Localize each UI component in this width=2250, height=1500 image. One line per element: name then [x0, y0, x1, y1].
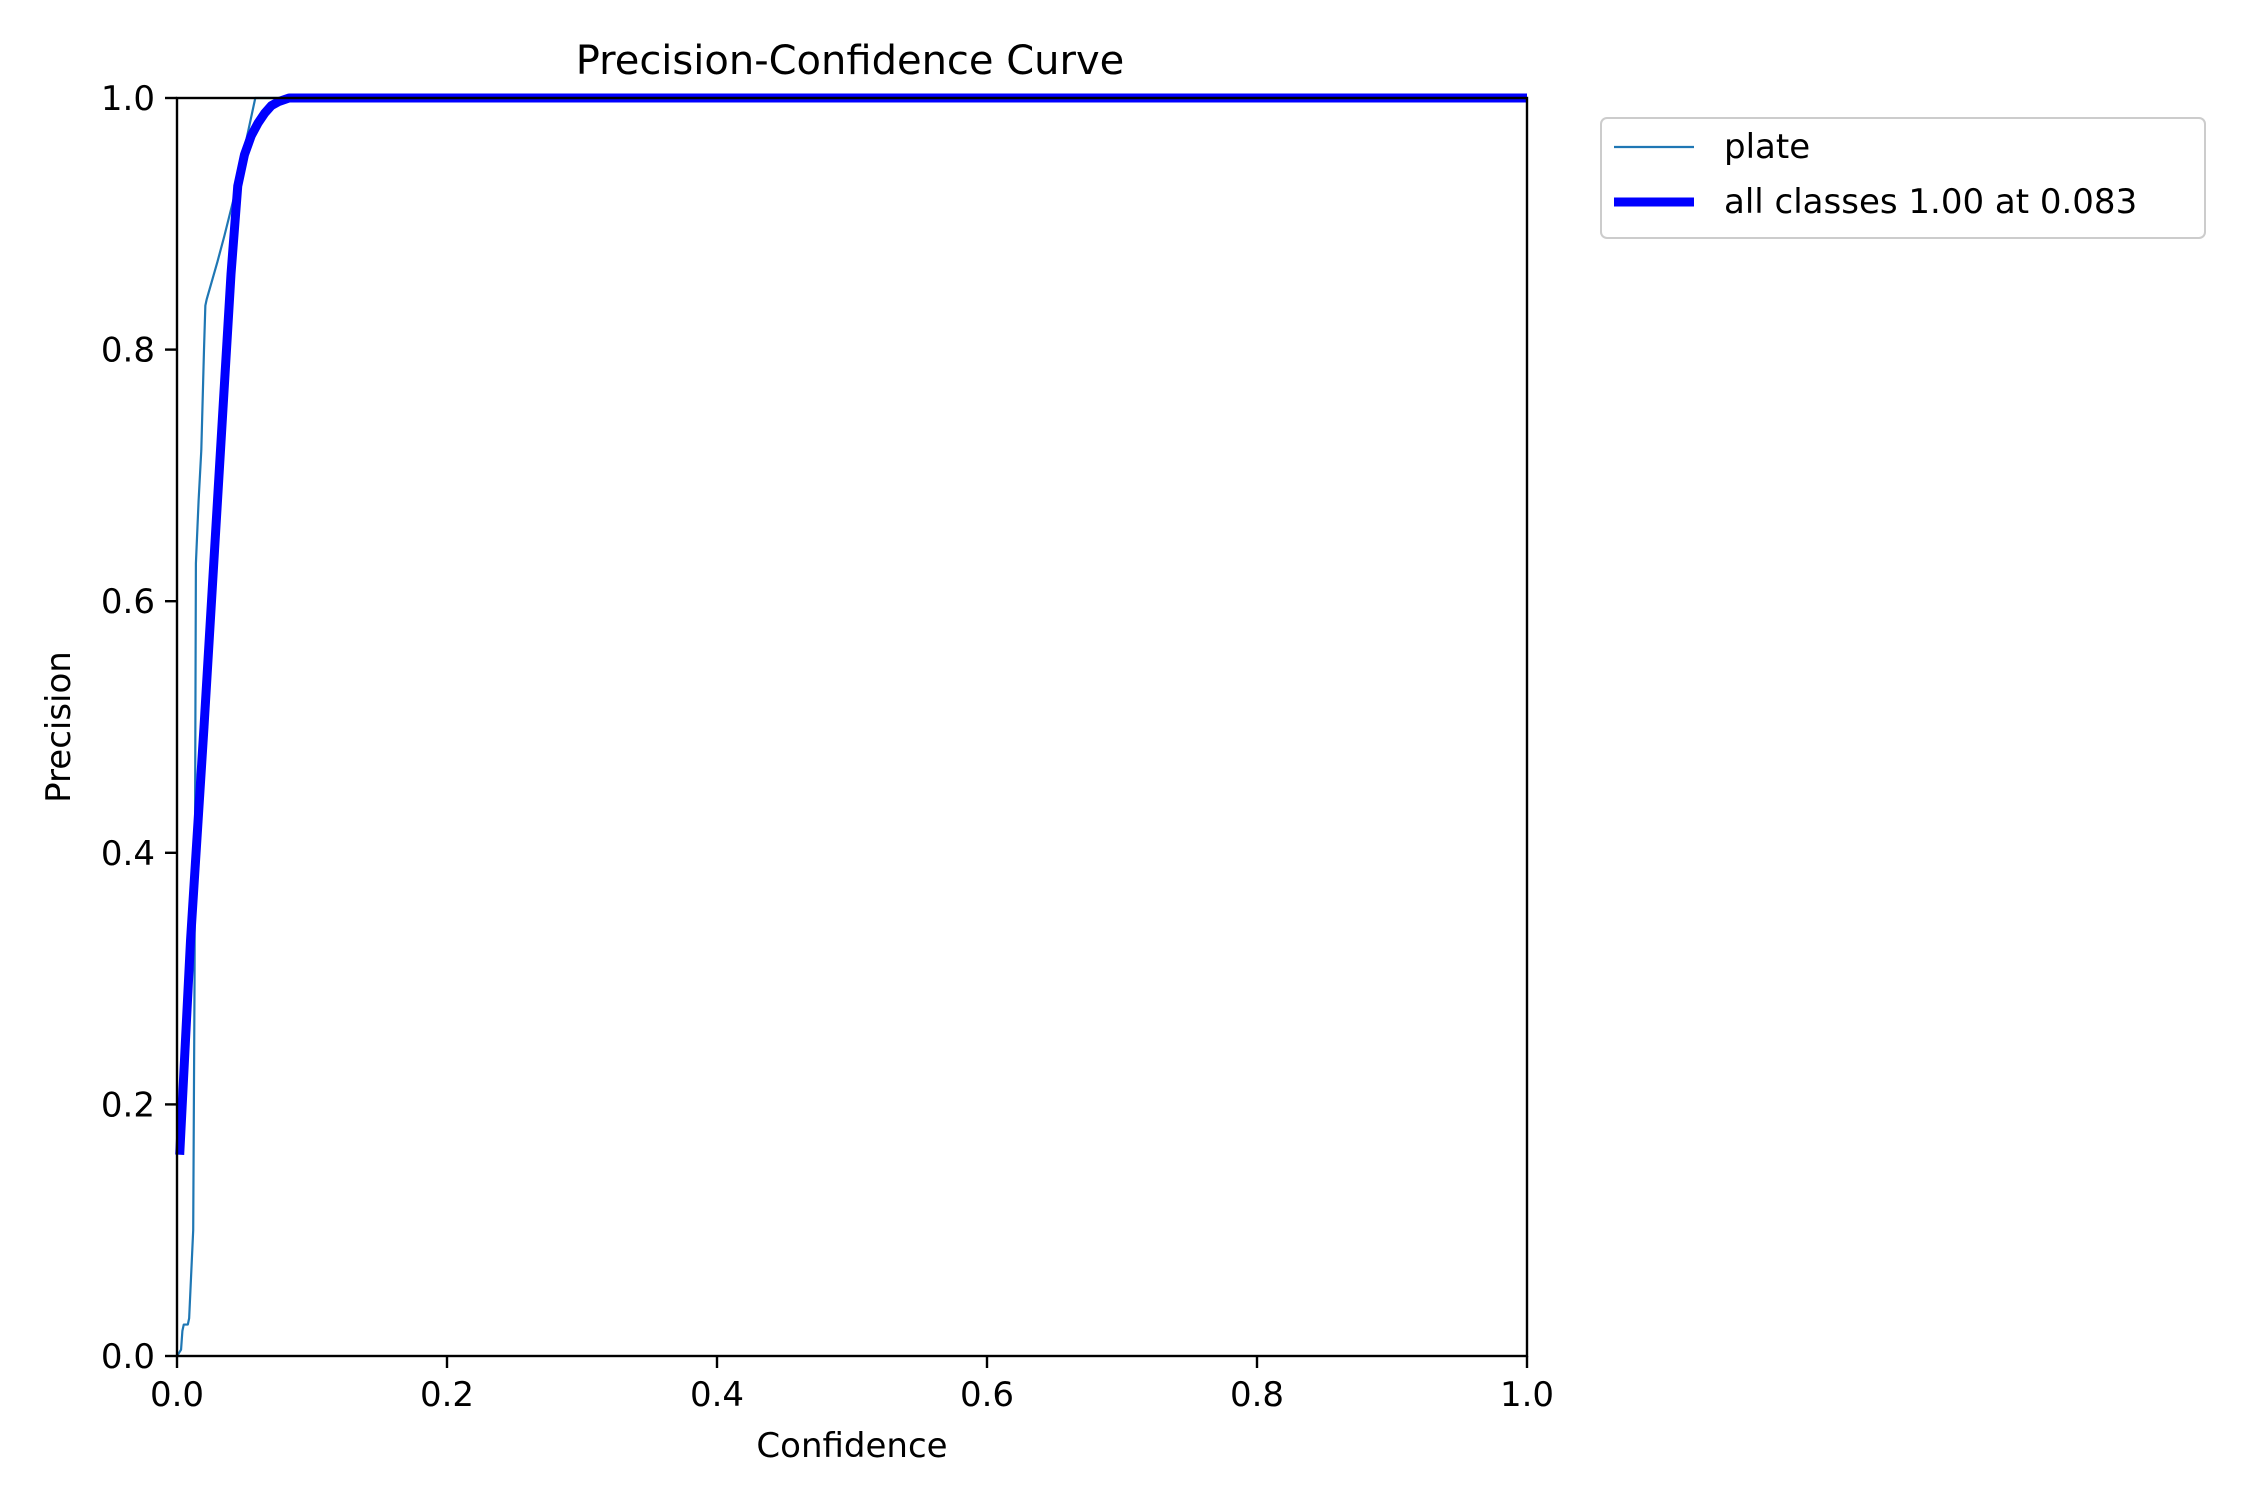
x-tick-label: 0.0	[150, 1375, 204, 1415]
series-layer	[175, 93, 1527, 1357]
x-tick-label: 0.4	[690, 1375, 744, 1415]
chart-title: Precision-Confidence Curve	[576, 38, 1125, 84]
series-line-0	[176, 96, 1527, 1357]
series-line-1	[175, 93, 1527, 1155]
x-tick-label: 1.0	[1500, 1375, 1554, 1415]
x-tick-label: 0.8	[1230, 1375, 1284, 1415]
y-tick-label: 0.6	[101, 582, 155, 622]
legend-label-all-classes: all classes 1.00 at 0.083	[1724, 182, 2137, 222]
y-axis-ticks: 0.0 0.2 0.4 0.6 0.8 1.0	[101, 79, 177, 1377]
y-tick-label: 0.4	[101, 834, 155, 874]
y-tick-label: 1.0	[101, 79, 155, 119]
legend-label-plate: plate	[1724, 127, 1810, 167]
x-tick-label: 0.6	[960, 1375, 1014, 1415]
y-tick-label: 0.2	[101, 1085, 155, 1125]
legend-box	[1600, 117, 2206, 239]
x-axis-label: Confidence	[756, 1426, 947, 1466]
legend: plate all classes 1.00 at 0.083	[1600, 117, 2206, 239]
y-tick-label: 0.0	[101, 1337, 155, 1377]
x-axis-ticks: 0.0 0.2 0.4 0.6 0.8 1.0	[150, 1356, 1554, 1415]
y-axis-label: Precision	[39, 651, 79, 803]
x-tick-label: 0.2	[420, 1375, 474, 1415]
plot-frame	[175, 96, 1529, 1358]
y-tick-label: 0.8	[101, 331, 155, 371]
